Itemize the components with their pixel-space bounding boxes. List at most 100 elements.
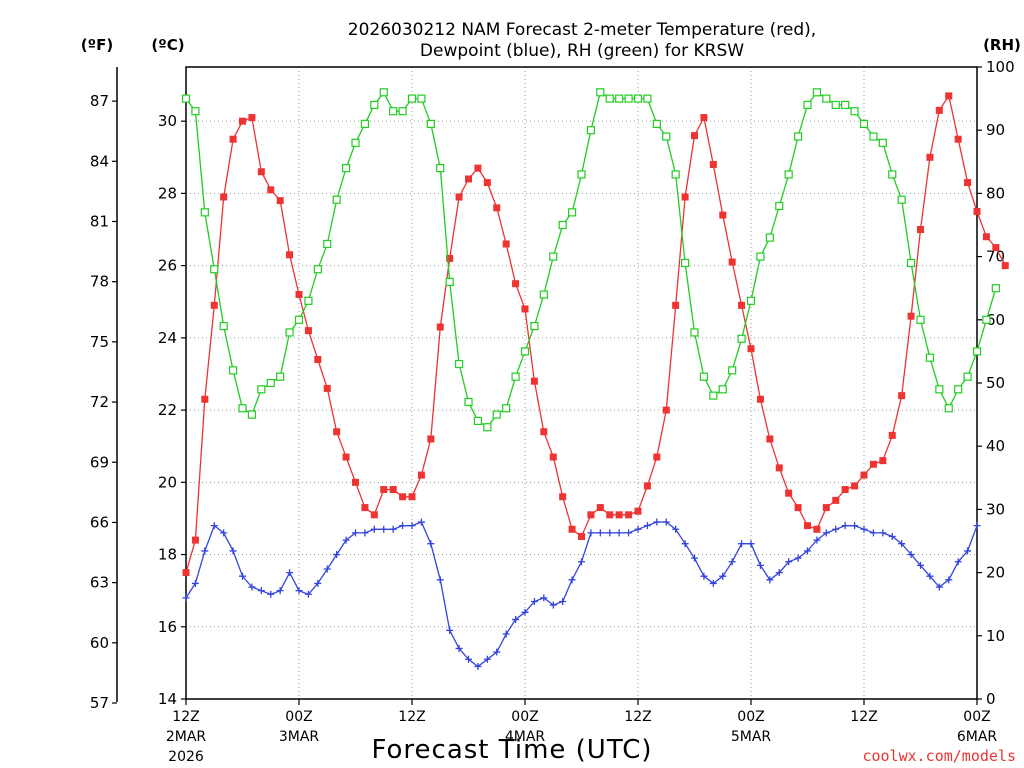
- dewpoint-point: [220, 529, 228, 537]
- x-tick-label: 00Z: [285, 709, 312, 725]
- temperature-point: [672, 301, 680, 309]
- rh-point: [398, 107, 407, 116]
- temperature-point: [851, 482, 859, 490]
- rh-point: [492, 410, 501, 419]
- rh-point: [643, 94, 652, 103]
- rh-point: [728, 366, 737, 375]
- celsius-tick-label: 18: [158, 546, 177, 564]
- temperature-point: [465, 175, 472, 183]
- temperature-point: [399, 493, 407, 501]
- dewpoint-point: [813, 536, 821, 544]
- rh-point: [389, 107, 398, 116]
- rh-point: [276, 372, 285, 381]
- dewpoint-point: [239, 572, 246, 580]
- x-tick-date: 2MAR: [166, 729, 207, 745]
- fahrenheit-tick-label: 75: [90, 333, 109, 351]
- dewpoint-point: [691, 554, 698, 562]
- temperature-point: [380, 486, 388, 494]
- series-2-meter-temperature: [182, 92, 1009, 577]
- fahrenheit-tick-label: 60: [90, 634, 109, 652]
- dewpoint-point: [408, 522, 416, 530]
- series-layer: [181, 88, 1009, 670]
- rh-point: [624, 94, 633, 103]
- rh-point: [944, 404, 953, 413]
- dewpoint-point: [323, 565, 331, 573]
- rh-point: [775, 201, 784, 211]
- series-line: [185, 521, 978, 668]
- dewpoint-point: [210, 522, 218, 530]
- dewpoint-point: [455, 644, 463, 652]
- rh-point: [454, 359, 464, 369]
- series-line: [185, 91, 997, 429]
- rh-point: [737, 334, 746, 343]
- chart-title-line1: 2026030212 NAM Forecast 2-meter Temperat…: [348, 20, 816, 40]
- temperature-point: [992, 244, 1000, 252]
- temperature-point: [728, 258, 736, 266]
- dewpoint-point: [879, 529, 887, 537]
- dewpoint-point: [785, 558, 793, 566]
- dewpoint-point: [587, 529, 595, 537]
- rh-point: [935, 385, 944, 394]
- dewpoint-point: [935, 583, 943, 591]
- temperature-point: [286, 251, 294, 259]
- temperature-point: [643, 482, 651, 490]
- temperature-point: [738, 301, 746, 309]
- dewpoint-point: [465, 655, 472, 663]
- celsius-tick-label: 26: [158, 257, 177, 275]
- rh-point: [596, 88, 605, 97]
- x-tick-label: 12Z: [850, 709, 877, 725]
- dewpoint-point: [304, 590, 312, 598]
- dewpoint-point: [286, 569, 294, 577]
- temperature-point: [521, 305, 529, 313]
- rh-point: [483, 423, 492, 432]
- dewpoint-point: [964, 547, 972, 555]
- dewpoint-point: [342, 536, 350, 544]
- rh-point: [539, 290, 548, 299]
- temperature-point: [917, 226, 924, 234]
- rh-point: [511, 372, 520, 381]
- temperature-point: [926, 153, 934, 161]
- temperature-point: [766, 435, 774, 443]
- dewpoint-point: [615, 529, 623, 537]
- rh-point: [360, 119, 370, 128]
- rh-point: [370, 100, 379, 110]
- temperature-point: [681, 193, 689, 201]
- rh-point: [850, 107, 859, 116]
- temperature-point: [229, 135, 237, 143]
- x-tick-label: 00Z: [511, 709, 538, 725]
- dewpoint-point: [436, 576, 444, 584]
- rh-point: [831, 100, 840, 110]
- celsius-tick-label: 16: [158, 618, 177, 636]
- dewpoint-point: [333, 551, 341, 559]
- temperature-point: [615, 511, 623, 519]
- temperature-point: [257, 168, 265, 176]
- rh-point: [954, 385, 963, 394]
- rh-point: [859, 119, 869, 128]
- fahrenheit-tick-label: 87: [90, 92, 109, 110]
- rh-unit-label: (RH): [983, 36, 1021, 54]
- rh-point: [407, 94, 417, 103]
- dewpoint-point: [568, 576, 576, 584]
- rh-point: [765, 233, 774, 242]
- celsius-unit-label: (ºC): [151, 36, 184, 54]
- temperature-point: [898, 392, 906, 400]
- rh-tick-label: 90: [986, 121, 1005, 139]
- dewpoint-point: [446, 626, 454, 634]
- dewpoint-point: [578, 558, 585, 566]
- dewpoint-point: [634, 525, 642, 533]
- temperature-point: [794, 504, 802, 512]
- rh-tick-label: 80: [986, 184, 1005, 202]
- rh-point: [313, 265, 322, 274]
- rh-point: [690, 328, 699, 337]
- dewpoint-point: [549, 601, 557, 609]
- dewpoint-point: [540, 594, 548, 602]
- rh-point: [436, 164, 445, 173]
- dewpoint-point: [653, 518, 661, 526]
- dewpoint-point: [851, 522, 859, 530]
- rh-point: [906, 258, 916, 268]
- rh-point: [257, 385, 266, 394]
- temperature-point: [982, 233, 990, 241]
- rh-tick-label: 0: [986, 690, 996, 708]
- rh-point: [803, 100, 812, 110]
- temperature-point: [314, 356, 322, 364]
